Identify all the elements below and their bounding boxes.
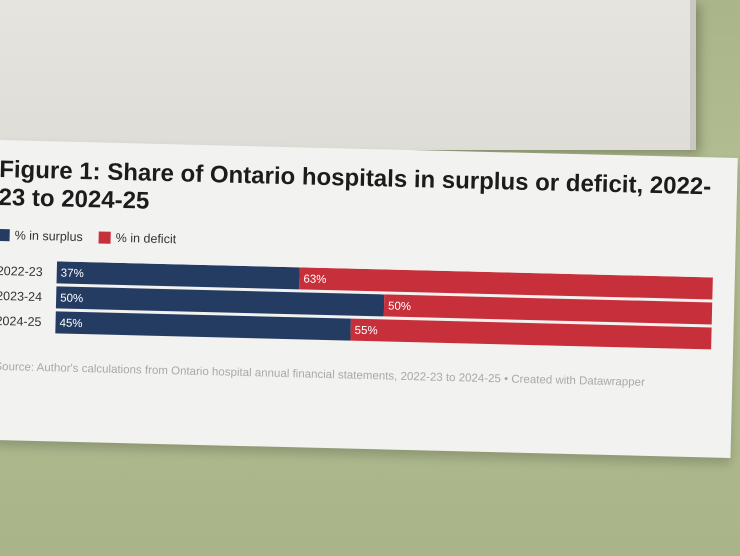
legend-swatch-deficit: [98, 231, 111, 244]
bar-deficit-2022-23: [299, 267, 713, 300]
data-label-surplus: 37%: [61, 268, 84, 281]
legend-label-deficit: % in deficit: [115, 230, 177, 247]
bar-deficit-2023-24: [383, 294, 713, 325]
data-label-deficit: 50%: [388, 301, 411, 314]
chart-title: Figure 1: Share of Ontario hospitals in …: [0, 155, 712, 215]
bar-surplus-2022-23: [56, 261, 300, 290]
category-label: 2022-23: [0, 264, 43, 279]
source-note: Source: Author's calculations from Ontar…: [0, 360, 645, 389]
data-label-surplus: 45%: [59, 318, 82, 331]
legend-label-surplus: % in surplus: [14, 228, 83, 245]
category-label: 2024-25: [0, 314, 42, 329]
category-label: 2023-24: [0, 289, 42, 304]
wall-board: [0, 0, 696, 150]
stacked-bar-chart: 2022-23 37% 63% 2023-24 50% 50% 2024-25 45% 55%: [0, 261, 713, 350]
bar-surplus-2024-25: [55, 311, 351, 341]
legend: % in surplus % in deficit: [0, 228, 176, 246]
legend-item-deficit: % in deficit: [98, 230, 177, 247]
legend-item-surplus: % in surplus: [0, 228, 83, 244]
chart-card: Figure 1: Share of Ontario hospitals in …: [0, 140, 738, 458]
data-label-surplus: 50%: [60, 293, 83, 306]
legend-swatch-surplus: [0, 228, 10, 242]
data-label-deficit: 55%: [354, 325, 377, 338]
bar-deficit-2024-25: [350, 318, 712, 350]
bar-surplus-2023-24: [55, 286, 385, 317]
data-label-deficit: 63%: [303, 273, 326, 286]
